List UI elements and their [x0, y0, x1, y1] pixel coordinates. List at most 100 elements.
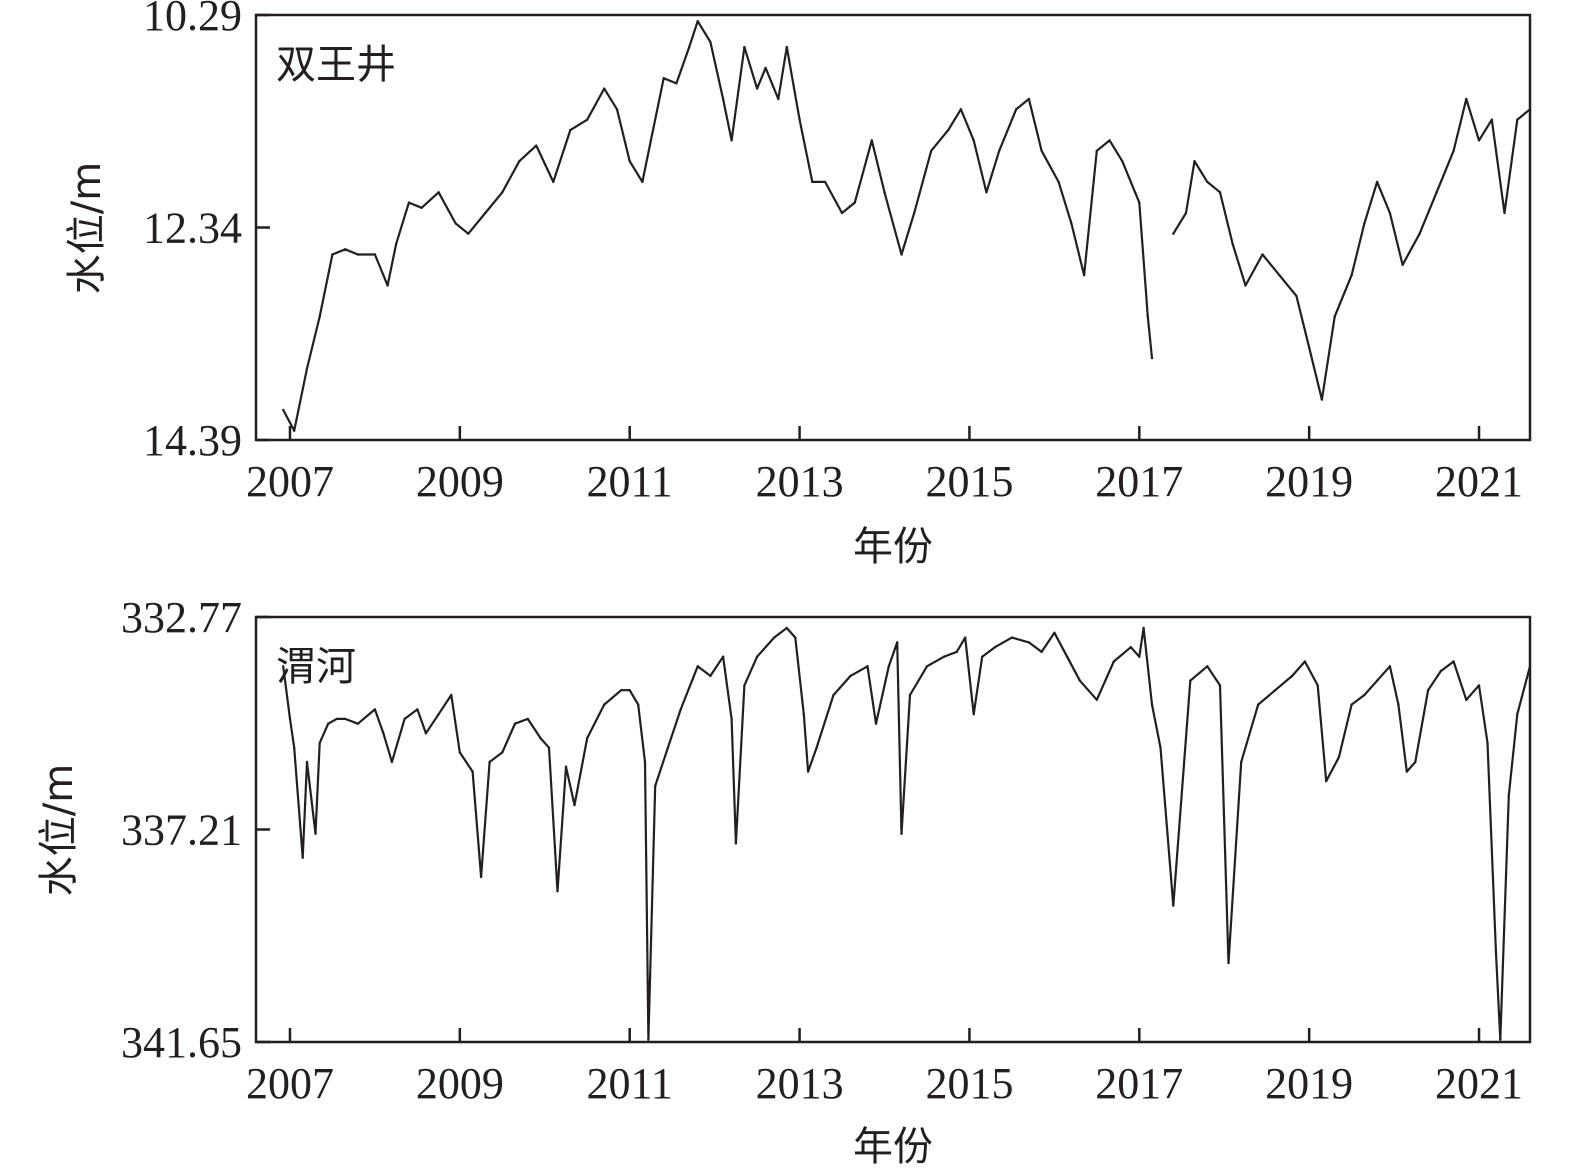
- x-tick-label: 2013: [756, 1059, 844, 1108]
- data-point: [840, 211, 844, 215]
- data-point: [1150, 703, 1154, 706]
- data-point: [802, 713, 805, 716]
- data-point: [628, 160, 631, 163]
- x-tick-label: 2019: [1265, 457, 1353, 506]
- data-point: [900, 832, 903, 835]
- data-point: [883, 191, 886, 194]
- data-point: [1295, 294, 1298, 298]
- data-point: [301, 856, 304, 859]
- data-point: [815, 746, 818, 749]
- data-point: [1516, 713, 1519, 716]
- data-point: [1257, 703, 1260, 706]
- data-point: [1150, 356, 1154, 360]
- data-point: [721, 655, 725, 658]
- series-line-0: [282, 626, 1532, 1041]
- data-point: [785, 45, 788, 49]
- data-point: [1142, 626, 1145, 630]
- data-point: [458, 751, 461, 754]
- data-point: [972, 139, 975, 142]
- data-point: [1375, 180, 1379, 184]
- data-point: [373, 253, 377, 256]
- data-point: [1528, 665, 1532, 668]
- data-point: [1184, 211, 1188, 215]
- data-point: [1414, 760, 1417, 764]
- data-point: [1206, 180, 1209, 184]
- data-point: [1278, 274, 1281, 277]
- data-point: [1375, 679, 1379, 682]
- data-point: [1138, 655, 1141, 658]
- data-point: [288, 717, 292, 721]
- data-point: [1027, 641, 1031, 644]
- data-point: [1465, 698, 1468, 701]
- data-point: [641, 180, 644, 184]
- x-tick-label: 2015: [925, 457, 1013, 506]
- data-point: [1040, 650, 1043, 654]
- data-point: [637, 703, 640, 706]
- x-tick-label: 2021: [1435, 457, 1523, 506]
- data-point: [454, 222, 457, 225]
- series-layer: [282, 626, 1532, 1041]
- data-point: [327, 722, 330, 725]
- data-point: [1053, 631, 1056, 634]
- chart-panel-shuangwangjing: 双王井 水位/m 年份 10.29 12.34 14.39 2007 2009 2011…: [64, 0, 1532, 570]
- data-point: [930, 149, 933, 152]
- data-point: [1227, 961, 1230, 965]
- data-point: [1439, 669, 1443, 673]
- data-point: [282, 665, 285, 668]
- data-point: [1070, 222, 1073, 225]
- data-point: [1516, 118, 1519, 121]
- data-point: [1405, 770, 1409, 773]
- y-axis-label: 水位/m: [64, 162, 110, 294]
- data-point: [1218, 684, 1222, 687]
- data-point: [373, 708, 377, 711]
- data-point: [1401, 263, 1404, 266]
- data-point: [403, 717, 406, 721]
- data-point: [1121, 160, 1124, 163]
- y-tick-label: 12.34: [143, 204, 242, 253]
- data-point: [866, 665, 869, 668]
- data-point: [709, 40, 712, 44]
- data-point: [293, 746, 296, 749]
- data-point: [1172, 232, 1175, 235]
- data-point: [420, 206, 423, 209]
- data-point: [900, 253, 903, 256]
- data-point: [874, 722, 878, 725]
- data-point: [772, 636, 776, 639]
- series-line-0: [282, 20, 1531, 432]
- data-point: [853, 201, 856, 204]
- data-point: [675, 82, 678, 85]
- data-point: [1112, 660, 1116, 663]
- data-point: [764, 66, 767, 70]
- data-point: [1231, 242, 1234, 246]
- x-tick-label: 2007: [246, 1059, 334, 1108]
- data-point: [1027, 97, 1031, 101]
- data-point: [1291, 674, 1294, 678]
- data-point: [1494, 952, 1498, 955]
- data-point: [335, 717, 338, 721]
- x-tick-label: 2015: [925, 1059, 1013, 1108]
- data-point: [972, 713, 975, 716]
- data-point: [679, 708, 682, 711]
- data-point: [734, 842, 738, 845]
- data-point: [1477, 684, 1481, 687]
- data-point: [356, 253, 360, 256]
- data-point: [1350, 274, 1353, 277]
- y-tick-label: 341.65: [121, 1018, 242, 1067]
- data-point: [539, 736, 542, 740]
- data-point: [526, 717, 529, 721]
- x-tick-label: 2011: [587, 1059, 673, 1108]
- data-point: [467, 232, 470, 235]
- data-point: [777, 97, 780, 101]
- data-point: [649, 139, 653, 142]
- data-point: [471, 770, 474, 773]
- data-point: [1138, 201, 1141, 204]
- data-point: [647, 1038, 650, 1041]
- data-point: [1040, 149, 1043, 152]
- data-point: [925, 665, 929, 668]
- y-tick-label: 10.29: [143, 0, 242, 40]
- data-point: [1129, 646, 1133, 649]
- data-point: [1010, 636, 1014, 639]
- data-point: [1274, 689, 1277, 692]
